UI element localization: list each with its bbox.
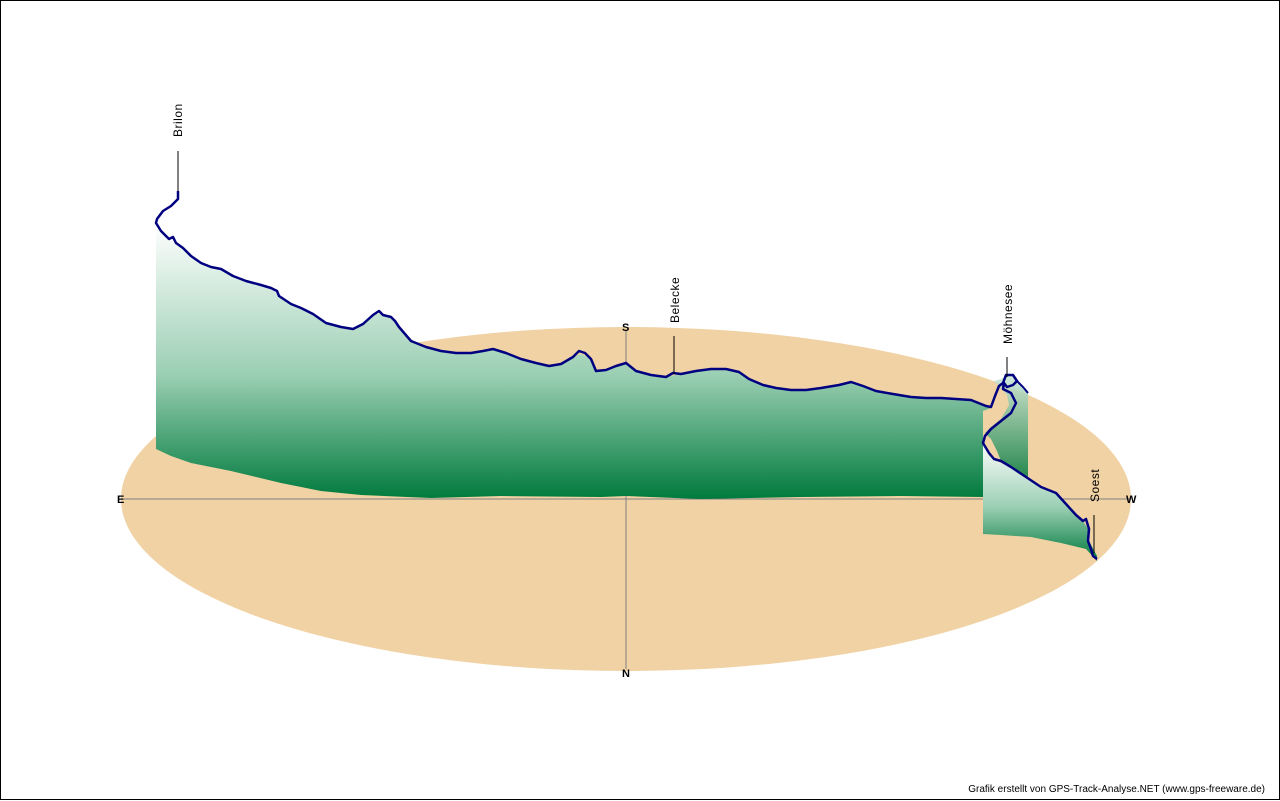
elevation-wall-loop [985, 374, 1028, 479]
track-loop-return [1016, 380, 1029, 394]
compass-east-label: E [117, 494, 124, 506]
waypoint-label-brilon: Brilon [171, 103, 185, 137]
compass-north-label: N [622, 668, 630, 680]
compass-south-label: S [622, 322, 629, 334]
elevation-wall-main [156, 223, 991, 499]
compass-west-label: W [1126, 494, 1137, 506]
track-line [154, 191, 1098, 560]
credit-text: Grafik erstellt von GPS-Track-Analyse.NE… [968, 784, 1265, 795]
waypoint-label-soest: Soest [1088, 469, 1102, 502]
waypoint-label-moehnesee: Möhnesee [1001, 284, 1015, 344]
elevation-wall-descent [983, 441, 1097, 561]
waypoint-label-belecke: Belecke [668, 277, 682, 323]
